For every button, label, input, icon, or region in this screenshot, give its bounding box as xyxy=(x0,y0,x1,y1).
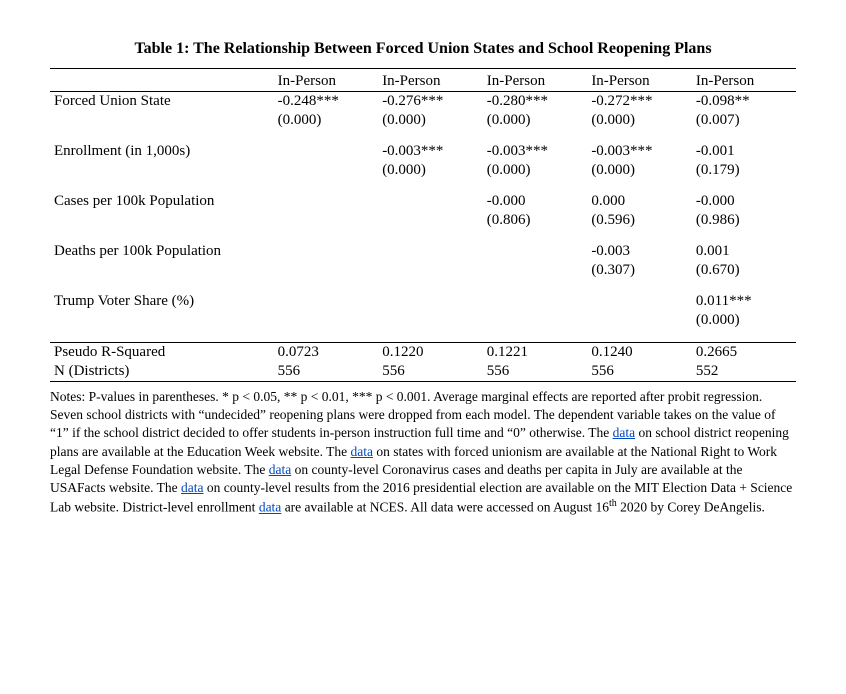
cell: -0.003*** xyxy=(483,142,588,161)
cell xyxy=(274,311,379,330)
var-label: N (Districts) xyxy=(50,362,274,382)
cell: (0.670) xyxy=(692,261,796,280)
notes-superscript: th xyxy=(609,498,617,509)
table-row: Trump Voter Share (%) 0.011*** xyxy=(50,292,796,311)
cell: 0.001 xyxy=(692,242,796,261)
cell: 0.000 xyxy=(587,192,692,211)
cell: -0.280*** xyxy=(483,92,588,112)
cell: (0.000) xyxy=(483,161,588,180)
cell xyxy=(378,292,483,311)
cell: -0.276*** xyxy=(378,92,483,112)
col-header: In-Person xyxy=(483,69,588,92)
cell xyxy=(378,242,483,261)
var-label: Forced Union State xyxy=(50,92,274,112)
cell: 0.1221 xyxy=(483,343,588,363)
cell: 556 xyxy=(274,362,379,382)
table-row: (0.000) (0.000) (0.000) (0.179) xyxy=(50,161,796,180)
cell: -0.272*** xyxy=(587,92,692,112)
table-row: N (Districts) 556 556 556 556 552 xyxy=(50,362,796,382)
col-header: In-Person xyxy=(692,69,796,92)
regression-table: In-Person In-Person In-Person In-Person … xyxy=(50,68,796,382)
notes-text: 2020 by Corey DeAngelis. xyxy=(617,500,765,515)
cell: (0.000) xyxy=(692,311,796,330)
notes-link[interactable]: data xyxy=(181,480,204,495)
notes-link[interactable]: data xyxy=(613,425,636,440)
var-label: Enrollment (in 1,000s) xyxy=(50,142,274,161)
cell: -0.001 xyxy=(692,142,796,161)
cell xyxy=(483,311,588,330)
cell: (0.000) xyxy=(274,111,379,130)
cell: 0.0723 xyxy=(274,343,379,363)
cell: (0.000) xyxy=(483,111,588,130)
table-row: Cases per 100k Population -0.000 0.000 -… xyxy=(50,192,796,211)
cell: 552 xyxy=(692,362,796,382)
table-row: (0.000) (0.000) (0.000) (0.000) (0.007) xyxy=(50,111,796,130)
table-row: Forced Union State -0.248*** -0.276*** -… xyxy=(50,92,796,112)
cell: (0.806) xyxy=(483,211,588,230)
var-label: Pseudo R-Squared xyxy=(50,343,274,363)
notes-link[interactable]: data xyxy=(351,444,374,459)
cell: (0.986) xyxy=(692,211,796,230)
cell: -0.000 xyxy=(692,192,796,211)
cell xyxy=(378,261,483,280)
cell: 0.011*** xyxy=(692,292,796,311)
cell: -0.248*** xyxy=(274,92,379,112)
var-label: Trump Voter Share (%) xyxy=(50,292,274,311)
cell: -0.000 xyxy=(483,192,588,211)
cell: (0.596) xyxy=(587,211,692,230)
cell xyxy=(274,192,379,211)
table-title: Table 1: The Relationship Between Forced… xyxy=(50,40,796,58)
cell xyxy=(483,242,588,261)
cell xyxy=(274,142,379,161)
table-row: (0.307) (0.670) xyxy=(50,261,796,280)
cell xyxy=(378,211,483,230)
cell xyxy=(378,192,483,211)
table-row: (0.806) (0.596) (0.986) xyxy=(50,211,796,230)
cell: -0.098** xyxy=(692,92,796,112)
var-label: Cases per 100k Population xyxy=(50,192,274,211)
col-header: In-Person xyxy=(587,69,692,92)
cell: -0.003*** xyxy=(587,142,692,161)
table-row: Enrollment (in 1,000s) -0.003*** -0.003*… xyxy=(50,142,796,161)
var-label: Deaths per 100k Population xyxy=(50,242,274,261)
cell: (0.000) xyxy=(587,161,692,180)
cell xyxy=(587,311,692,330)
notes-link[interactable]: data xyxy=(269,462,292,477)
cell xyxy=(483,261,588,280)
cell: (0.007) xyxy=(692,111,796,130)
cell xyxy=(274,161,379,180)
cell xyxy=(274,292,379,311)
table-row: Deaths per 100k Population -0.003 0.001 xyxy=(50,242,796,261)
cell: (0.307) xyxy=(587,261,692,280)
cell xyxy=(587,292,692,311)
cell xyxy=(274,261,379,280)
cell: 0.2665 xyxy=(692,343,796,363)
col-header: In-Person xyxy=(378,69,483,92)
cell xyxy=(378,311,483,330)
cell: -0.003 xyxy=(587,242,692,261)
cell: (0.179) xyxy=(692,161,796,180)
cell: (0.000) xyxy=(587,111,692,130)
cell: 0.1240 xyxy=(587,343,692,363)
col-header: In-Person xyxy=(274,69,379,92)
header-row: In-Person In-Person In-Person In-Person … xyxy=(50,69,796,92)
notes-link[interactable]: data xyxy=(259,500,282,515)
table-row: (0.000) xyxy=(50,311,796,330)
cell: 556 xyxy=(587,362,692,382)
cell xyxy=(483,292,588,311)
cell: -0.003*** xyxy=(378,142,483,161)
cell: 556 xyxy=(483,362,588,382)
table-notes: Notes: P-values in parentheses. * p < 0.… xyxy=(50,388,796,517)
notes-text: are available at NCES. All data were acc… xyxy=(281,500,609,515)
cell: (0.000) xyxy=(378,111,483,130)
cell: (0.000) xyxy=(378,161,483,180)
cell xyxy=(274,242,379,261)
cell: 0.1220 xyxy=(378,343,483,363)
cell: 556 xyxy=(378,362,483,382)
table-row: Pseudo R-Squared 0.0723 0.1220 0.1221 0.… xyxy=(50,343,796,363)
cell xyxy=(274,211,379,230)
